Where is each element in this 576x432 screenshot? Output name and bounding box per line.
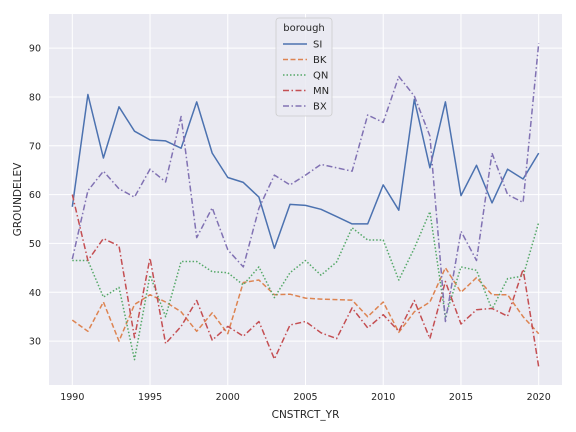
y-tick-label: 30 xyxy=(29,337,41,348)
x-tick-label: 2020 xyxy=(527,392,551,403)
series-line-mn xyxy=(71,194,540,368)
x-tick-label: 2005 xyxy=(293,392,317,403)
legend-label-si: SI xyxy=(313,40,322,51)
legend-label-mn: MN xyxy=(313,86,329,97)
y-tick-label: 70 xyxy=(29,141,41,152)
x-axis-label: CNSTRCT_YR xyxy=(272,409,340,421)
x-tick-label: 1995 xyxy=(138,392,162,403)
y-tick-label: 60 xyxy=(29,190,41,201)
legend-box xyxy=(275,17,333,117)
series-line-si xyxy=(71,93,540,250)
y-tick-label: 40 xyxy=(29,288,41,299)
legend: borough SI BK QN MN BX xyxy=(275,17,333,117)
x-tick-label: 2000 xyxy=(216,392,240,403)
y-tick-label: 50 xyxy=(29,239,41,250)
x-tick-label: 2015 xyxy=(449,392,473,403)
y-axis-label: GROUNDELEV xyxy=(12,162,24,236)
series-line-qn xyxy=(72,210,540,361)
series-line-bk xyxy=(71,267,540,342)
x-tick-label: 2010 xyxy=(371,392,395,403)
legend-label-qn: QN xyxy=(313,71,328,82)
y-tick-label: 80 xyxy=(29,92,41,103)
y-axis-ticks: 30 40 50 60 70 80 90 xyxy=(29,44,41,348)
legend-label-bx: BX xyxy=(313,102,327,113)
series-line-bx xyxy=(71,43,540,323)
legend-label-bk: BK xyxy=(313,55,327,66)
legend-title: borough xyxy=(283,23,325,34)
x-axis-ticks: 1990 1995 2000 2005 2010 2015 2020 xyxy=(60,392,551,403)
y-tick-label: 90 xyxy=(29,44,41,55)
x-tick-label: 1990 xyxy=(60,392,84,403)
series-lines xyxy=(71,43,540,368)
